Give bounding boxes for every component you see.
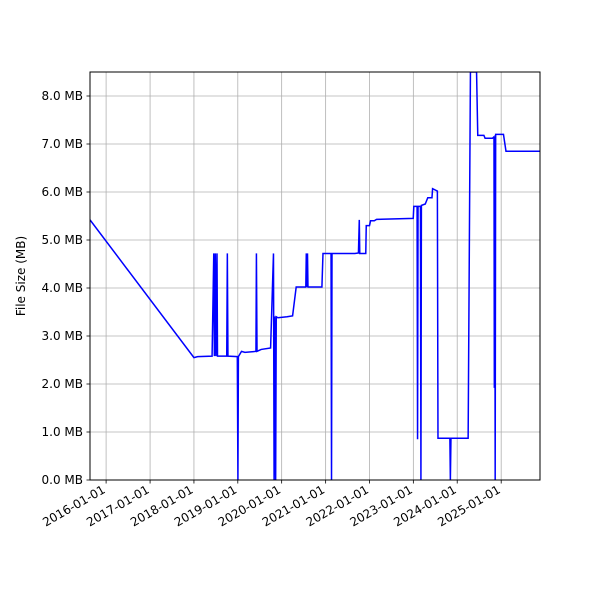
x-axis: 2016-01-012017-01-012018-01-012019-01-01…: [40, 480, 503, 529]
y-tick-label: 0.0 MB: [42, 473, 83, 487]
y-tick-label: 4.0 MB: [42, 281, 83, 295]
grid-lines: [90, 72, 540, 481]
y-axis-label: File Size (MB): [14, 236, 28, 316]
plot-area: [90, 72, 540, 480]
y-tick-label: 7.0 MB: [42, 137, 83, 151]
y-tick-label: 8.0 MB: [42, 89, 83, 103]
axes-frame: [89, 71, 541, 481]
series-line-0: [90, 72, 540, 480]
y-axis: 0.0 MB 1.0 MB 2.0 MB 3.0 MB 4.0 MB 5.0 MB 6.0 …: [42, 89, 90, 487]
y-tick-label: 2.0 MB: [42, 377, 83, 391]
y-tick-label: 6.0 MB: [42, 185, 83, 199]
y-tick-label: 1.0 MB: [42, 425, 83, 439]
y-tick-label: 5.0 MB: [42, 233, 83, 247]
y-tick-label: 3.0 MB: [42, 329, 83, 343]
